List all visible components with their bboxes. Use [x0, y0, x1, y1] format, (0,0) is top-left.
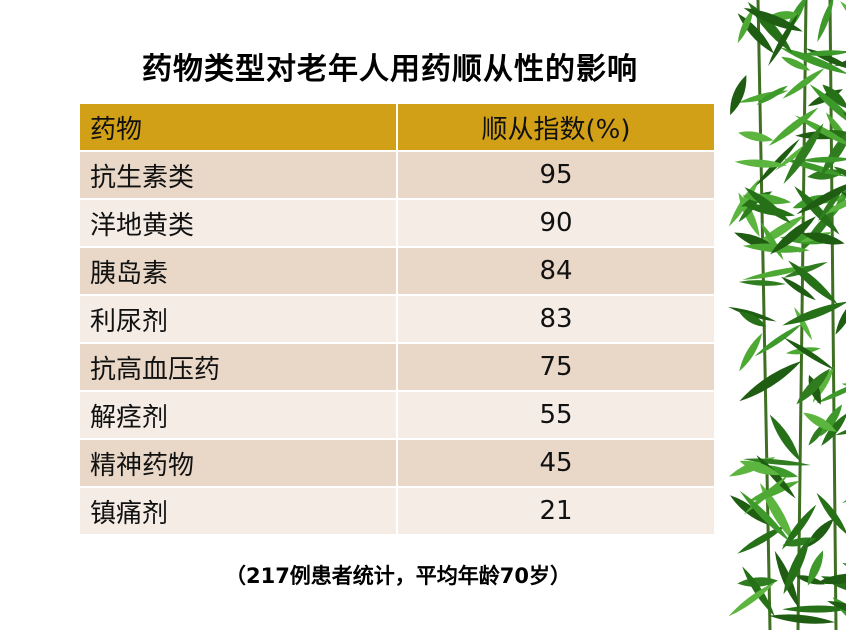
index-cell: 90: [398, 200, 716, 248]
drug-cell: 精神药物: [80, 440, 398, 488]
table-row: 利尿剂 83: [80, 296, 716, 344]
bamboo-leaf: [816, 380, 846, 404]
bamboo-leaf: [807, 550, 824, 586]
bamboo-leaf: [818, 186, 844, 222]
bamboo-leaf: [809, 84, 846, 130]
bamboo-leaves-decoration: [728, 0, 846, 630]
bamboo-leaf: [770, 216, 816, 255]
bamboo-leaf: [822, 193, 846, 215]
bamboo-leaf: [728, 306, 777, 322]
bamboo-leaf: [768, 107, 819, 147]
bamboo-leaf: [738, 280, 786, 286]
bamboo-leaf: [827, 600, 846, 617]
bamboo-leaf: [768, 13, 799, 67]
bamboo-leaf: [756, 85, 788, 105]
bamboo-leaf: [801, 50, 846, 57]
index-cell: 83: [398, 296, 716, 344]
bamboo-leaf: [783, 261, 828, 278]
table-row: 解痉剂 55: [80, 392, 716, 440]
bamboo-leaf: [781, 56, 811, 71]
drug-cell: 利尿剂: [80, 296, 398, 344]
bamboo-leaf: [738, 131, 774, 142]
bamboo-leaf: [794, 186, 840, 235]
bamboo-leaf: [739, 460, 780, 476]
drug-cell: 抗高血压药: [80, 344, 398, 392]
drug-cell: 洋地黄类: [80, 200, 398, 248]
header-drug: 药物: [80, 104, 398, 152]
slide-title: 药物类型对老年人用药顺从性的影响: [142, 52, 638, 87]
bamboo-leaf: [739, 333, 763, 372]
bamboo-leaf: [841, 469, 846, 504]
bamboo-leaf: [796, 368, 831, 405]
index-cell: 55: [398, 392, 716, 440]
bamboo-leaf: [744, 187, 791, 224]
bamboo-leaf: [769, 414, 801, 462]
table-row: 胰岛素 84: [80, 248, 716, 296]
drug-cell: 胰岛素: [80, 248, 398, 296]
bamboo-leaf: [794, 306, 813, 341]
bamboo-leaf: [739, 490, 791, 542]
bamboo-leaf: [754, 323, 803, 357]
bamboo-leaf: [833, 166, 846, 182]
bamboo-leaf: [743, 8, 803, 32]
bamboo-leaf: [794, 115, 846, 148]
index-cell: 84: [398, 248, 716, 296]
bamboo-leaf: [738, 311, 767, 327]
bamboo-leaf: [779, 47, 846, 75]
bamboo-leaf: [759, 482, 795, 543]
bamboo-leaf: [728, 582, 776, 617]
bamboo-leaf: [768, 614, 836, 624]
bamboo-leaf: [816, 492, 846, 536]
bamboo-leaf: [737, 577, 779, 587]
bamboo-leaf: [822, 84, 846, 109]
index-cell: 21: [398, 488, 716, 536]
bamboo-leaf: [730, 74, 747, 116]
index-cell: 95: [398, 152, 716, 200]
drug-cell: 抗生素类: [80, 152, 398, 200]
bamboo-leaf: [734, 232, 782, 252]
bamboo-leaf: [840, 1, 846, 33]
bamboo-leaf: [782, 301, 846, 326]
bamboo-leaf: [783, 536, 810, 595]
sample-note: （217例患者统计，平均年龄70岁）: [224, 564, 572, 588]
bamboo-leaf: [802, 232, 845, 245]
header-compliance-index: 顺从指数(%): [398, 104, 716, 152]
table-header-row: 药物 顺从指数(%): [80, 104, 716, 152]
bamboo-leaf: [739, 361, 802, 402]
bamboo-leaf: [737, 525, 787, 554]
drug-cell: 镇痛剂: [80, 488, 398, 536]
bamboo-leaf: [737, 8, 754, 44]
bamboo-leaf: [803, 412, 837, 432]
compliance-table: 药物 顺从指数(%) 抗生素类 95 洋地黄类 90 胰岛素 84 利尿剂 83…: [80, 104, 716, 536]
bamboo-leaf: [801, 156, 846, 163]
bamboo-leaf: [816, 573, 846, 585]
table-row: 抗高血压药 75: [80, 344, 716, 392]
table-row: 洋地黄类 90: [80, 200, 716, 248]
bamboo-leaf: [796, 180, 846, 215]
bamboo-leaf: [781, 276, 816, 301]
bamboo-leaf: [738, 192, 760, 237]
bamboo-leaf: [788, 260, 838, 305]
bamboo-leaf: [782, 605, 846, 613]
bamboo-leaf: [734, 159, 787, 168]
index-cell: 45: [398, 440, 716, 488]
bamboo-leaf: [783, 123, 824, 185]
bamboo-leaf: [835, 298, 846, 335]
bamboo-leaf: [817, 0, 834, 43]
bamboo-leaf: [781, 504, 817, 550]
drug-cell: 解痉剂: [80, 392, 398, 440]
bamboo-leaf: [783, 337, 835, 370]
bamboo-leaf: [782, 68, 825, 99]
table-row: 抗生素类 95: [80, 152, 716, 200]
bamboo-leaf: [753, 215, 805, 248]
table-row: 精神药物 45: [80, 440, 716, 488]
table-row: 镇痛剂 21: [80, 488, 716, 536]
index-cell: 75: [398, 344, 716, 392]
